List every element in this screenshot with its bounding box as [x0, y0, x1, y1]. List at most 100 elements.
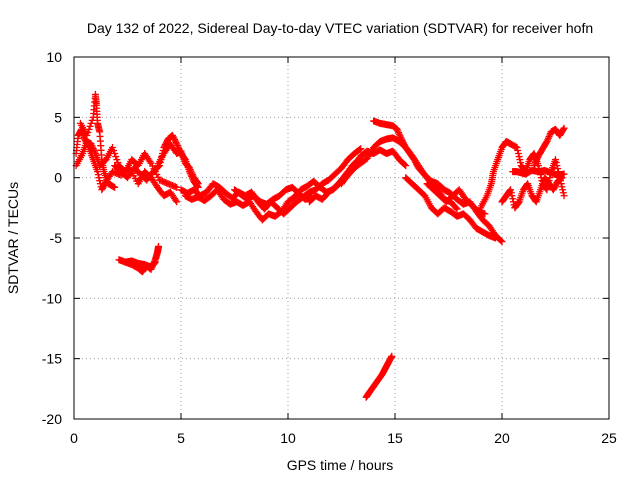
- data-point: [111, 150, 119, 158]
- data-point: [357, 145, 365, 153]
- data-point: [508, 192, 516, 200]
- data-point: [544, 136, 552, 144]
- data-point: [113, 156, 121, 164]
- data-point: [497, 237, 505, 245]
- y-tick-label: 10: [46, 49, 62, 65]
- data-point: [186, 164, 194, 172]
- data-point: [507, 186, 515, 194]
- data-point: [560, 124, 568, 132]
- data-point: [188, 169, 196, 177]
- data-point: [514, 147, 522, 155]
- x-tick-label: 5: [177, 430, 185, 446]
- data-point: [507, 189, 515, 197]
- data-point: [110, 147, 118, 155]
- data-point: [544, 134, 552, 142]
- data-point: [150, 260, 158, 268]
- x-tick-label: 0: [70, 430, 78, 446]
- data-point: [89, 143, 97, 151]
- data-point: [109, 144, 117, 151]
- data-point: [90, 146, 98, 154]
- data-point: [530, 162, 538, 170]
- data-point: [402, 162, 410, 170]
- data-point: [452, 204, 460, 212]
- data-point: [146, 158, 154, 166]
- data-point: [91, 148, 99, 156]
- x-tick-label: 20: [494, 430, 510, 446]
- data-point: [543, 186, 551, 194]
- x-tick-label: 25: [601, 430, 617, 446]
- data-point: [89, 145, 97, 153]
- data-point: [546, 131, 554, 139]
- data-point: [173, 140, 181, 148]
- data-point: [395, 129, 403, 137]
- data-point: [513, 144, 521, 151]
- data-point: [356, 146, 364, 154]
- data-point: [85, 125, 93, 133]
- data-point: [96, 177, 104, 185]
- data-point: [532, 158, 540, 166]
- data-point: [515, 153, 523, 161]
- data-point: [453, 205, 461, 213]
- data-point: [187, 167, 195, 175]
- data-point: [543, 137, 551, 145]
- data-point: [395, 130, 403, 138]
- data-point: [87, 140, 95, 148]
- y-tick-label: -20: [42, 411, 62, 427]
- axes: 0 5 10 15 20 25 -20 -15 -10 -5 0 5 10: [42, 49, 617, 446]
- data-point: [531, 160, 539, 168]
- data-point: [545, 133, 553, 141]
- data-point: [514, 150, 522, 158]
- data-point: [112, 153, 120, 161]
- data-point: [559, 189, 567, 197]
- data-point: [532, 157, 540, 165]
- data-point: [553, 162, 561, 170]
- data-point: [388, 352, 396, 360]
- data-point: [172, 138, 180, 146]
- data-point: [393, 125, 401, 133]
- data-point: [172, 196, 180, 204]
- data-point: [155, 242, 163, 250]
- data-point: [552, 156, 559, 164]
- data-point: [186, 166, 194, 174]
- data-point: [87, 119, 95, 127]
- data-point: [83, 131, 91, 139]
- data-point: [84, 128, 92, 136]
- x-axis-title: GPS time / hours: [287, 457, 394, 473]
- data-point: [492, 234, 500, 242]
- data-point: [94, 168, 102, 176]
- data-point: [111, 183, 119, 191]
- data-point: [396, 132, 404, 140]
- data-point: [188, 170, 196, 178]
- data-point: [559, 186, 567, 194]
- x-tick-label: 15: [387, 430, 403, 446]
- data-point: [560, 192, 568, 200]
- data-point: [498, 238, 506, 246]
- data-point: [514, 199, 522, 207]
- chart-title: Day 132 of 2022, Sidereal Day-to-day VTE…: [87, 20, 593, 36]
- data-point: [173, 198, 181, 206]
- data-point: [509, 195, 517, 203]
- data-point: [151, 258, 159, 266]
- y-axis-title: SDTVAR / TECUs: [5, 182, 21, 294]
- data-point: [394, 127, 402, 135]
- data-point: [194, 180, 202, 188]
- y-tick-label: -5: [50, 230, 63, 246]
- data-point: [94, 171, 102, 179]
- x-tick-label: 10: [280, 430, 296, 446]
- data-point: [560, 170, 568, 178]
- data-point: [193, 179, 201, 187]
- y-tick-label: -15: [42, 351, 62, 367]
- data-point: [151, 259, 159, 267]
- data-point: [517, 159, 525, 167]
- data-point: [481, 210, 489, 218]
- data-point: [86, 122, 94, 130]
- y-tick-label: 0: [54, 170, 62, 186]
- data-point: [516, 156, 524, 164]
- data-point: [397, 133, 405, 141]
- data-point: [559, 125, 567, 133]
- data-point: [552, 159, 560, 167]
- data-point: [95, 174, 103, 182]
- data-point: [173, 183, 181, 191]
- data-point: [533, 155, 541, 163]
